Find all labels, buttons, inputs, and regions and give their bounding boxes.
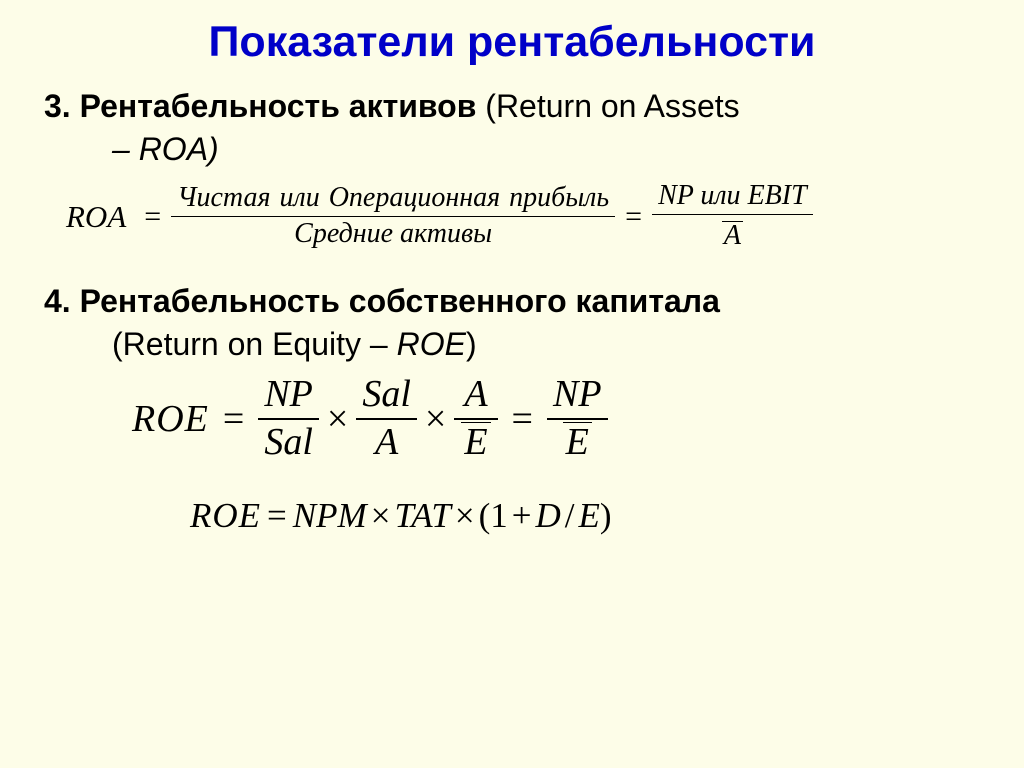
section-3-plain: (Return on Assets (476, 88, 739, 124)
roe2-one: 1 (490, 496, 508, 536)
roa-frac1-den: Средние активы (288, 219, 498, 250)
section-3-heading: 3. Рентабельность активов (Return on Ass… (40, 85, 984, 128)
slide-title: Показатели рентабельности (40, 18, 984, 67)
roe1-f4d: E (563, 422, 592, 461)
section-4-line2: (Return on Equity – ROE) (40, 323, 984, 366)
section-3-number: 3. (44, 88, 71, 124)
roa-eq2: = (615, 200, 652, 234)
roe2-pclose: ) (600, 496, 612, 536)
roe2-slash: / (561, 496, 579, 536)
roa-ebit: EBIT (748, 180, 807, 211)
roe1-frac3: A E (454, 374, 497, 464)
roe1-eq2: = (502, 397, 543, 441)
roe1-f4d-wrap: E (557, 422, 598, 464)
roe2-e: E (579, 496, 600, 536)
roe1-lhs: ROE (132, 397, 209, 441)
roe1-f4n: NP (547, 374, 608, 416)
roa-lhs: ROA (54, 199, 134, 235)
roe2-t1: × (367, 496, 395, 536)
roe2-eq: = (261, 496, 293, 536)
roe2-plus: + (508, 496, 536, 536)
roe2-tat: TAT (394, 496, 450, 536)
roe1-f2d: A (369, 422, 404, 464)
formula-roe2: ROE = NPM × TAT × (1+D/E) (40, 496, 984, 536)
formula-roa: ROA = Чистая или Операционная прибыль Ср… (40, 181, 984, 252)
roe1-frac4: NP E (547, 374, 608, 464)
roe1-times1: × (323, 397, 352, 441)
roa-frac2-num: NP или EBIT (652, 181, 813, 212)
roe1-f1d: Sal (258, 422, 319, 464)
section-3-bold: Рентабельность активов (80, 88, 477, 124)
section-4-roe: ROE (397, 326, 466, 362)
slide-content: Показатели рентабельности 3. Рентабельно… (0, 0, 1024, 574)
roe2-popen: ( (479, 496, 491, 536)
section-3-line2: – ROA) (40, 128, 984, 171)
section-4-end: ) (466, 326, 477, 362)
roa-ili: или (693, 180, 747, 211)
roe1-f1n: NP (258, 374, 319, 416)
section-4-plain: (Return on Equity – (112, 326, 397, 362)
roa-eq1: = (134, 200, 171, 234)
section-4-bold: Рентабельность собственного капитала (80, 283, 720, 319)
roe1-f2n: Sal (356, 374, 417, 416)
roe2-t2: × (451, 496, 479, 536)
formula-roe1: ROE = NP Sal × Sal A × A E = NP E (40, 374, 984, 464)
roe1-frac2: Sal A (356, 374, 417, 464)
roa-frac1-bar (171, 216, 615, 217)
roe2-d: D (536, 496, 561, 536)
roe1-times2: × (421, 397, 450, 441)
section-4-number: 4. (44, 283, 71, 319)
roa-frac2-den: A (716, 217, 749, 252)
roe2-lhs: ROE (190, 496, 261, 536)
roa-frac2-bar (652, 214, 813, 215)
roe1-f3n: A (454, 374, 497, 416)
roa-frac2: NP или EBIT A (652, 181, 813, 252)
roa-frac1: Чистая или Операционная прибыль Средние … (171, 183, 615, 250)
roa-np: NP (658, 180, 693, 211)
roe1-f3d: E (461, 422, 490, 461)
roe1-eq: = (213, 397, 254, 441)
roa-a-bar: A (722, 221, 743, 250)
roe1-f3d-wrap: E (455, 422, 496, 464)
section-4-heading: 4. Рентабельность собственного капитала (40, 280, 984, 323)
roe2-npm: NPM (293, 496, 367, 536)
roe1-frac1: NP Sal (258, 374, 319, 464)
roa-frac1-num: Чистая или Операционная прибыль (171, 183, 615, 214)
